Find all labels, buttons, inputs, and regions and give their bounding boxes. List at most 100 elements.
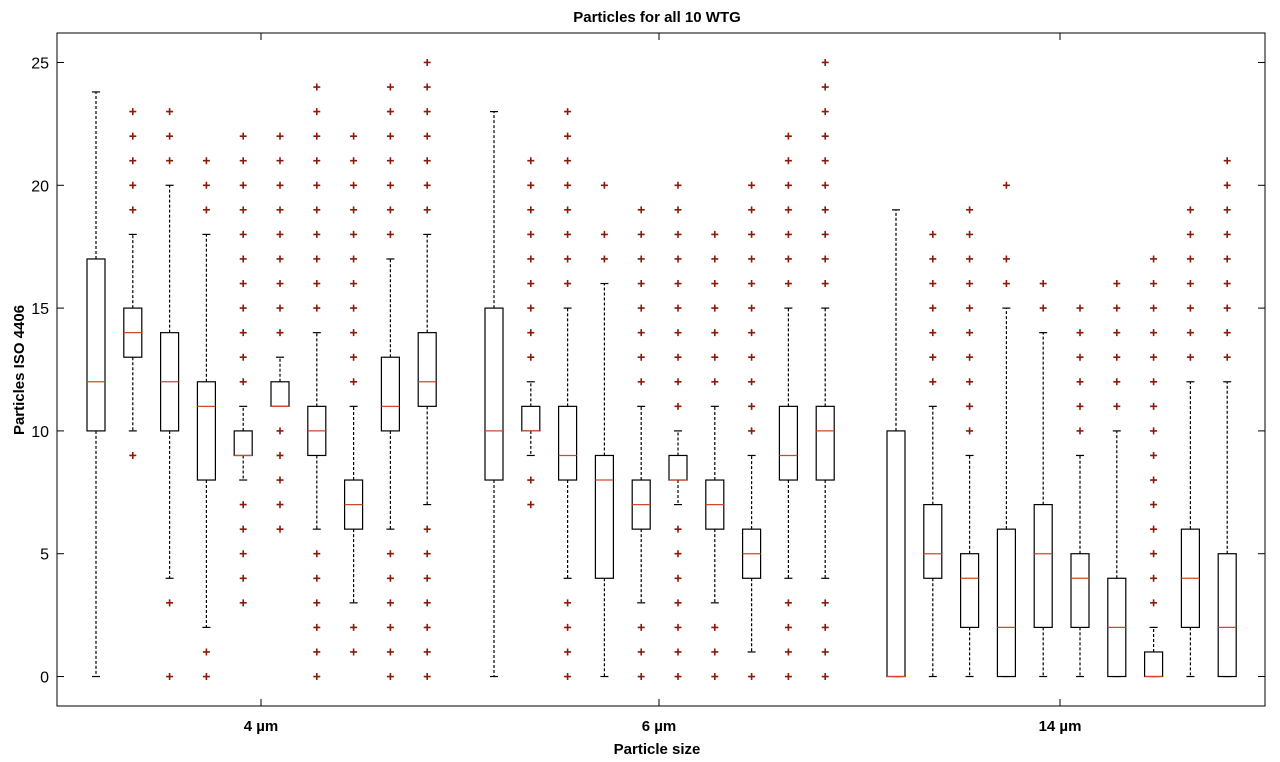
outlier-marker: [1150, 255, 1158, 263]
box-1-1: [86, 91, 106, 678]
outlier-marker: [637, 304, 645, 312]
outlier-marker: [129, 206, 137, 214]
outlier-marker: [711, 623, 719, 631]
box-3-3: [959, 206, 980, 678]
outlier-marker: [239, 230, 247, 238]
outlier-marker: [821, 83, 829, 91]
outlier-marker: [1150, 378, 1158, 386]
box-body: [380, 356, 400, 432]
outlier-marker: [674, 280, 682, 288]
outlier-marker: [821, 648, 829, 656]
outlier-marker: [386, 599, 394, 607]
outlier-marker: [386, 648, 394, 656]
outlier-marker: [239, 132, 247, 140]
box-body: [270, 381, 290, 407]
outlier-marker: [784, 230, 792, 238]
outlier-marker: [313, 673, 321, 681]
outlier-marker: [564, 206, 572, 214]
outlier-marker: [386, 574, 394, 582]
outlier-marker: [674, 353, 682, 361]
box-3-6: [1070, 304, 1090, 678]
outlier-marker: [313, 157, 321, 165]
outlier-marker: [239, 206, 247, 214]
outlier-marker: [386, 623, 394, 631]
outlier-marker: [821, 673, 829, 681]
outlier-marker: [1223, 255, 1231, 263]
box-2-8: [741, 181, 762, 681]
outlier-marker: [674, 623, 682, 631]
outlier-marker: [966, 329, 974, 337]
outlier-marker: [527, 304, 535, 312]
outlier-marker: [527, 255, 535, 263]
outlier-marker: [966, 427, 974, 435]
outlier-marker: [129, 181, 137, 189]
outlier-marker: [784, 181, 792, 189]
outlier-marker: [423, 206, 431, 214]
outlier-marker: [564, 648, 572, 656]
outlier-marker: [784, 132, 792, 140]
outlier-marker: [564, 599, 572, 607]
outlier-marker: [313, 304, 321, 312]
outlier-marker: [202, 648, 210, 656]
outlier-marker: [1150, 304, 1158, 312]
y-axis-label: Particles ISO 4406: [11, 305, 28, 435]
outlier-marker: [600, 181, 608, 189]
box-body: [521, 405, 541, 432]
outlier-marker: [239, 280, 247, 288]
outlier-marker: [674, 550, 682, 558]
box-2-1: [484, 110, 504, 678]
outlier-marker: [1186, 230, 1194, 238]
outlier-marker: [276, 157, 284, 165]
box-3-5: [1033, 280, 1053, 678]
outlier-marker: [784, 157, 792, 165]
outlier-marker: [239, 304, 247, 312]
outlier-marker: [276, 181, 284, 189]
outlier-marker: [821, 599, 829, 607]
box-1-10: [417, 58, 437, 681]
outlier-marker: [202, 673, 210, 681]
outlier-marker: [637, 353, 645, 361]
x-axis: 4 µm 6 µm 14 µm: [244, 33, 1081, 735]
outlier-marker: [748, 353, 756, 361]
box-3-2: [923, 230, 943, 678]
outlier-marker: [313, 83, 321, 91]
outlier-marker: [527, 230, 535, 238]
outlier-marker: [784, 280, 792, 288]
outlier-marker: [748, 329, 756, 337]
outlier-marker: [821, 255, 829, 263]
outlier-marker: [1150, 476, 1158, 484]
outlier-marker: [564, 280, 572, 288]
box-1-8: [344, 132, 364, 656]
outlier-marker: [1150, 451, 1158, 459]
outlier-marker: [313, 255, 321, 263]
box-body: [1143, 651, 1164, 678]
outlier-marker: [239, 329, 247, 337]
outlier-marker: [564, 157, 572, 165]
outlier-marker: [1002, 255, 1010, 263]
outlier-marker: [1223, 280, 1231, 288]
outlier-marker: [637, 623, 645, 631]
outlier-marker: [350, 378, 358, 386]
outlier-marker: [239, 501, 247, 509]
outlier-marker: [1076, 427, 1084, 435]
outlier-marker: [276, 280, 284, 288]
outlier-marker: [966, 304, 974, 312]
outlier-marker: [239, 525, 247, 533]
outlier-marker: [748, 378, 756, 386]
outlier-marker: [423, 157, 431, 165]
outlier-marker: [1150, 353, 1158, 361]
outlier-marker: [637, 206, 645, 214]
outlier-marker: [1113, 329, 1121, 337]
outlier-marker: [239, 378, 247, 386]
outlier-marker: [748, 280, 756, 288]
outlier-marker: [674, 329, 682, 337]
outlier-marker: [784, 255, 792, 263]
outlier-marker: [1076, 353, 1084, 361]
outlier-marker: [313, 206, 321, 214]
outlier-marker: [202, 206, 210, 214]
box-1-2: [123, 108, 143, 459]
x-axis-label: Particle size: [614, 741, 701, 758]
outlier-marker: [1076, 402, 1084, 410]
outlier-marker: [711, 230, 719, 238]
